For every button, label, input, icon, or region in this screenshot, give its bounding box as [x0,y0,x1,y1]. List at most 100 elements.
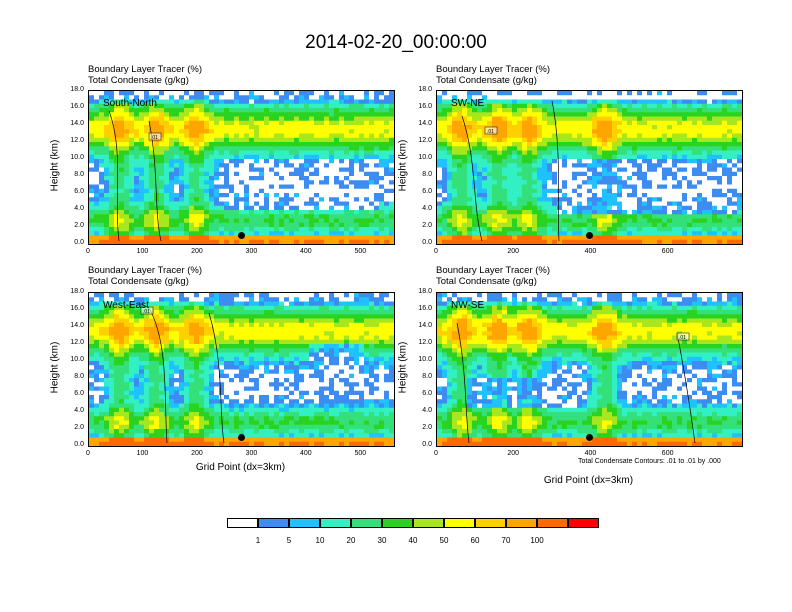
heatmap-cell [652,218,658,224]
heatmap-cell [139,369,145,375]
heatmap-cell [692,108,698,113]
heatmap-cell [617,222,623,228]
heatmap-cell [437,227,443,232]
heatmap-cell [637,154,643,160]
heatmap-cell [269,205,275,211]
heatmap-cell [637,201,643,207]
heatmap-cell [274,99,280,105]
heatmap-cell [99,390,105,396]
heatmap-cell [462,205,468,211]
heatmap-cell [497,222,503,228]
heatmap-cell [697,91,703,96]
heatmap-cell [139,314,145,320]
heatmap-cell [379,180,385,186]
heatmap-cell [682,210,688,215]
heatmap-cell [517,171,523,177]
heatmap-cell [149,120,155,126]
heatmap-cell [657,201,663,207]
heatmap-cell [144,150,150,156]
heatmap-cell [119,390,125,396]
heatmap-cell [144,395,150,400]
heatmap-cell [134,373,140,379]
heatmap-cell [384,231,390,237]
heatmap-cell [374,210,380,215]
heatmap-cell [279,154,285,160]
heatmap-cell [189,154,195,160]
heatmap-cell [344,91,350,96]
heatmap-cell [294,163,300,169]
heatmap-cell [507,108,513,113]
heatmap-cell [144,231,150,237]
heatmap-cell [119,159,125,164]
heatmap-cell [462,201,468,207]
heatmap-cell [522,142,528,147]
heatmap-cell [129,95,135,101]
heatmap-cell [134,390,140,396]
heatmap-cell [199,214,205,220]
heatmap-cell [319,239,325,244]
heatmap-cell [139,365,145,371]
heatmap-cell [379,227,385,232]
heatmap-cell [244,142,250,147]
heatmap-cell [602,205,608,211]
heatmap-cell [379,99,385,105]
heatmap-cell [144,201,150,207]
heatmap-cell [109,382,115,388]
heatmap-cell [154,412,160,417]
heatmap-cell [199,159,205,164]
heatmap-cell [129,146,135,152]
heatmap-cell [572,116,578,122]
heatmap-cell [309,222,315,228]
heatmap-cell [109,218,115,224]
heatmap-cell [109,437,115,443]
heatmap-cell [472,116,478,122]
heatmap-cell [447,163,453,169]
heatmap-cell [329,197,335,203]
heatmap-cell [159,116,165,122]
heatmap-cell [667,125,673,130]
heatmap-cell [124,395,130,400]
heatmap-cell [94,378,100,383]
heatmap-cell [722,218,728,224]
heatmap-cell [502,129,508,135]
heatmap-cell [99,150,105,156]
heatmap-cell [577,91,583,96]
heatmap-cell [104,437,110,443]
heatmap-cell [607,201,613,207]
heatmap-cell [144,91,150,96]
heatmap-cell [109,305,115,311]
heatmap-cell [587,210,593,215]
heatmap-cell [109,420,115,426]
heatmap-cell [104,171,110,177]
heatmap-cell [657,193,663,198]
heatmap-cell [154,150,160,156]
heatmap-cell [354,91,360,96]
heatmap-cell [334,239,340,244]
heatmap-cell [737,133,742,139]
heatmap-cell [627,197,633,203]
heatmap-cell [334,108,340,113]
heatmap-cell [572,125,578,130]
heatmap-cell [667,137,673,143]
heatmap-cell [622,129,628,135]
heatmap-cell [99,184,105,190]
heatmap-cell [274,146,280,152]
heatmap-cell [572,154,578,160]
heatmap-cell [94,142,100,147]
heatmap-cell [129,331,135,337]
heatmap-cell [567,239,573,244]
heatmap-cell [457,193,463,198]
heatmap-cell [139,348,145,354]
heatmap-cell [129,305,135,311]
heatmap-cell [144,365,150,371]
heatmap-cell [364,125,370,130]
heatmap-cell [677,163,683,169]
heatmap-cell [304,108,310,113]
heatmap-cell [214,188,220,194]
heatmap-cell [442,129,448,135]
heatmap-cell [437,167,443,173]
heatmap-cell [542,201,548,207]
heatmap-cell [672,103,678,109]
heatmap-cell [389,210,394,215]
heatmap-cell [727,239,733,244]
